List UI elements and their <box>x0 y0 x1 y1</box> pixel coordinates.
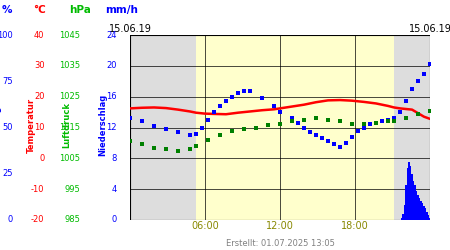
Bar <box>422 203 423 220</box>
Text: 30: 30 <box>34 61 45 70</box>
Bar <box>407 168 408 220</box>
Text: Temperatur: Temperatur <box>27 98 36 152</box>
Bar <box>401 218 402 220</box>
Text: -10: -10 <box>31 185 45 194</box>
Text: 8: 8 <box>111 154 117 163</box>
Text: 0: 0 <box>8 216 13 224</box>
Bar <box>423 206 425 220</box>
Bar <box>130 35 196 220</box>
Text: 1035: 1035 <box>59 61 81 70</box>
Text: 1005: 1005 <box>59 154 81 163</box>
Text: -20: -20 <box>31 216 45 224</box>
Text: 985: 985 <box>65 216 81 224</box>
Bar <box>414 185 416 220</box>
Bar <box>428 215 429 220</box>
Bar <box>429 218 431 220</box>
Bar <box>425 208 426 220</box>
Bar <box>413 182 414 220</box>
Text: 10: 10 <box>34 123 45 132</box>
Text: 50: 50 <box>3 123 13 132</box>
Text: 20: 20 <box>106 61 117 70</box>
Bar <box>419 198 420 220</box>
Text: 100: 100 <box>0 30 13 40</box>
Bar <box>410 166 411 220</box>
Text: mm/h: mm/h <box>105 5 138 15</box>
Bar <box>404 204 405 220</box>
Bar <box>394 35 430 220</box>
Text: 4: 4 <box>111 185 117 194</box>
Text: 1045: 1045 <box>59 30 81 40</box>
Text: 75: 75 <box>2 77 13 86</box>
Text: 20: 20 <box>34 92 45 101</box>
Text: 40: 40 <box>34 30 45 40</box>
Text: °C: °C <box>33 5 46 15</box>
Text: Erstellt: 01.07.2025 13:05: Erstellt: 01.07.2025 13:05 <box>225 238 334 248</box>
Text: 16: 16 <box>106 92 117 101</box>
Bar <box>196 35 394 220</box>
Text: 12: 12 <box>106 123 117 132</box>
Text: 1025: 1025 <box>59 92 81 101</box>
Text: 995: 995 <box>65 185 81 194</box>
Bar <box>405 185 407 220</box>
Text: hPa: hPa <box>69 5 91 15</box>
Text: 25: 25 <box>3 169 13 178</box>
Text: %: % <box>2 5 12 15</box>
Text: 0: 0 <box>111 216 117 224</box>
Bar <box>411 174 413 220</box>
Text: 1015: 1015 <box>59 123 81 132</box>
Bar <box>409 162 410 220</box>
Text: Luftfeuchtigkeit: Luftfeuchtigkeit <box>0 86 2 164</box>
Bar <box>420 201 422 220</box>
Bar <box>416 191 417 220</box>
Text: 24: 24 <box>106 30 117 40</box>
Text: Luftdruck: Luftdruck <box>63 102 72 148</box>
Bar <box>402 214 404 220</box>
Text: Niederschlag: Niederschlag <box>99 94 108 156</box>
Text: 0: 0 <box>39 154 45 163</box>
